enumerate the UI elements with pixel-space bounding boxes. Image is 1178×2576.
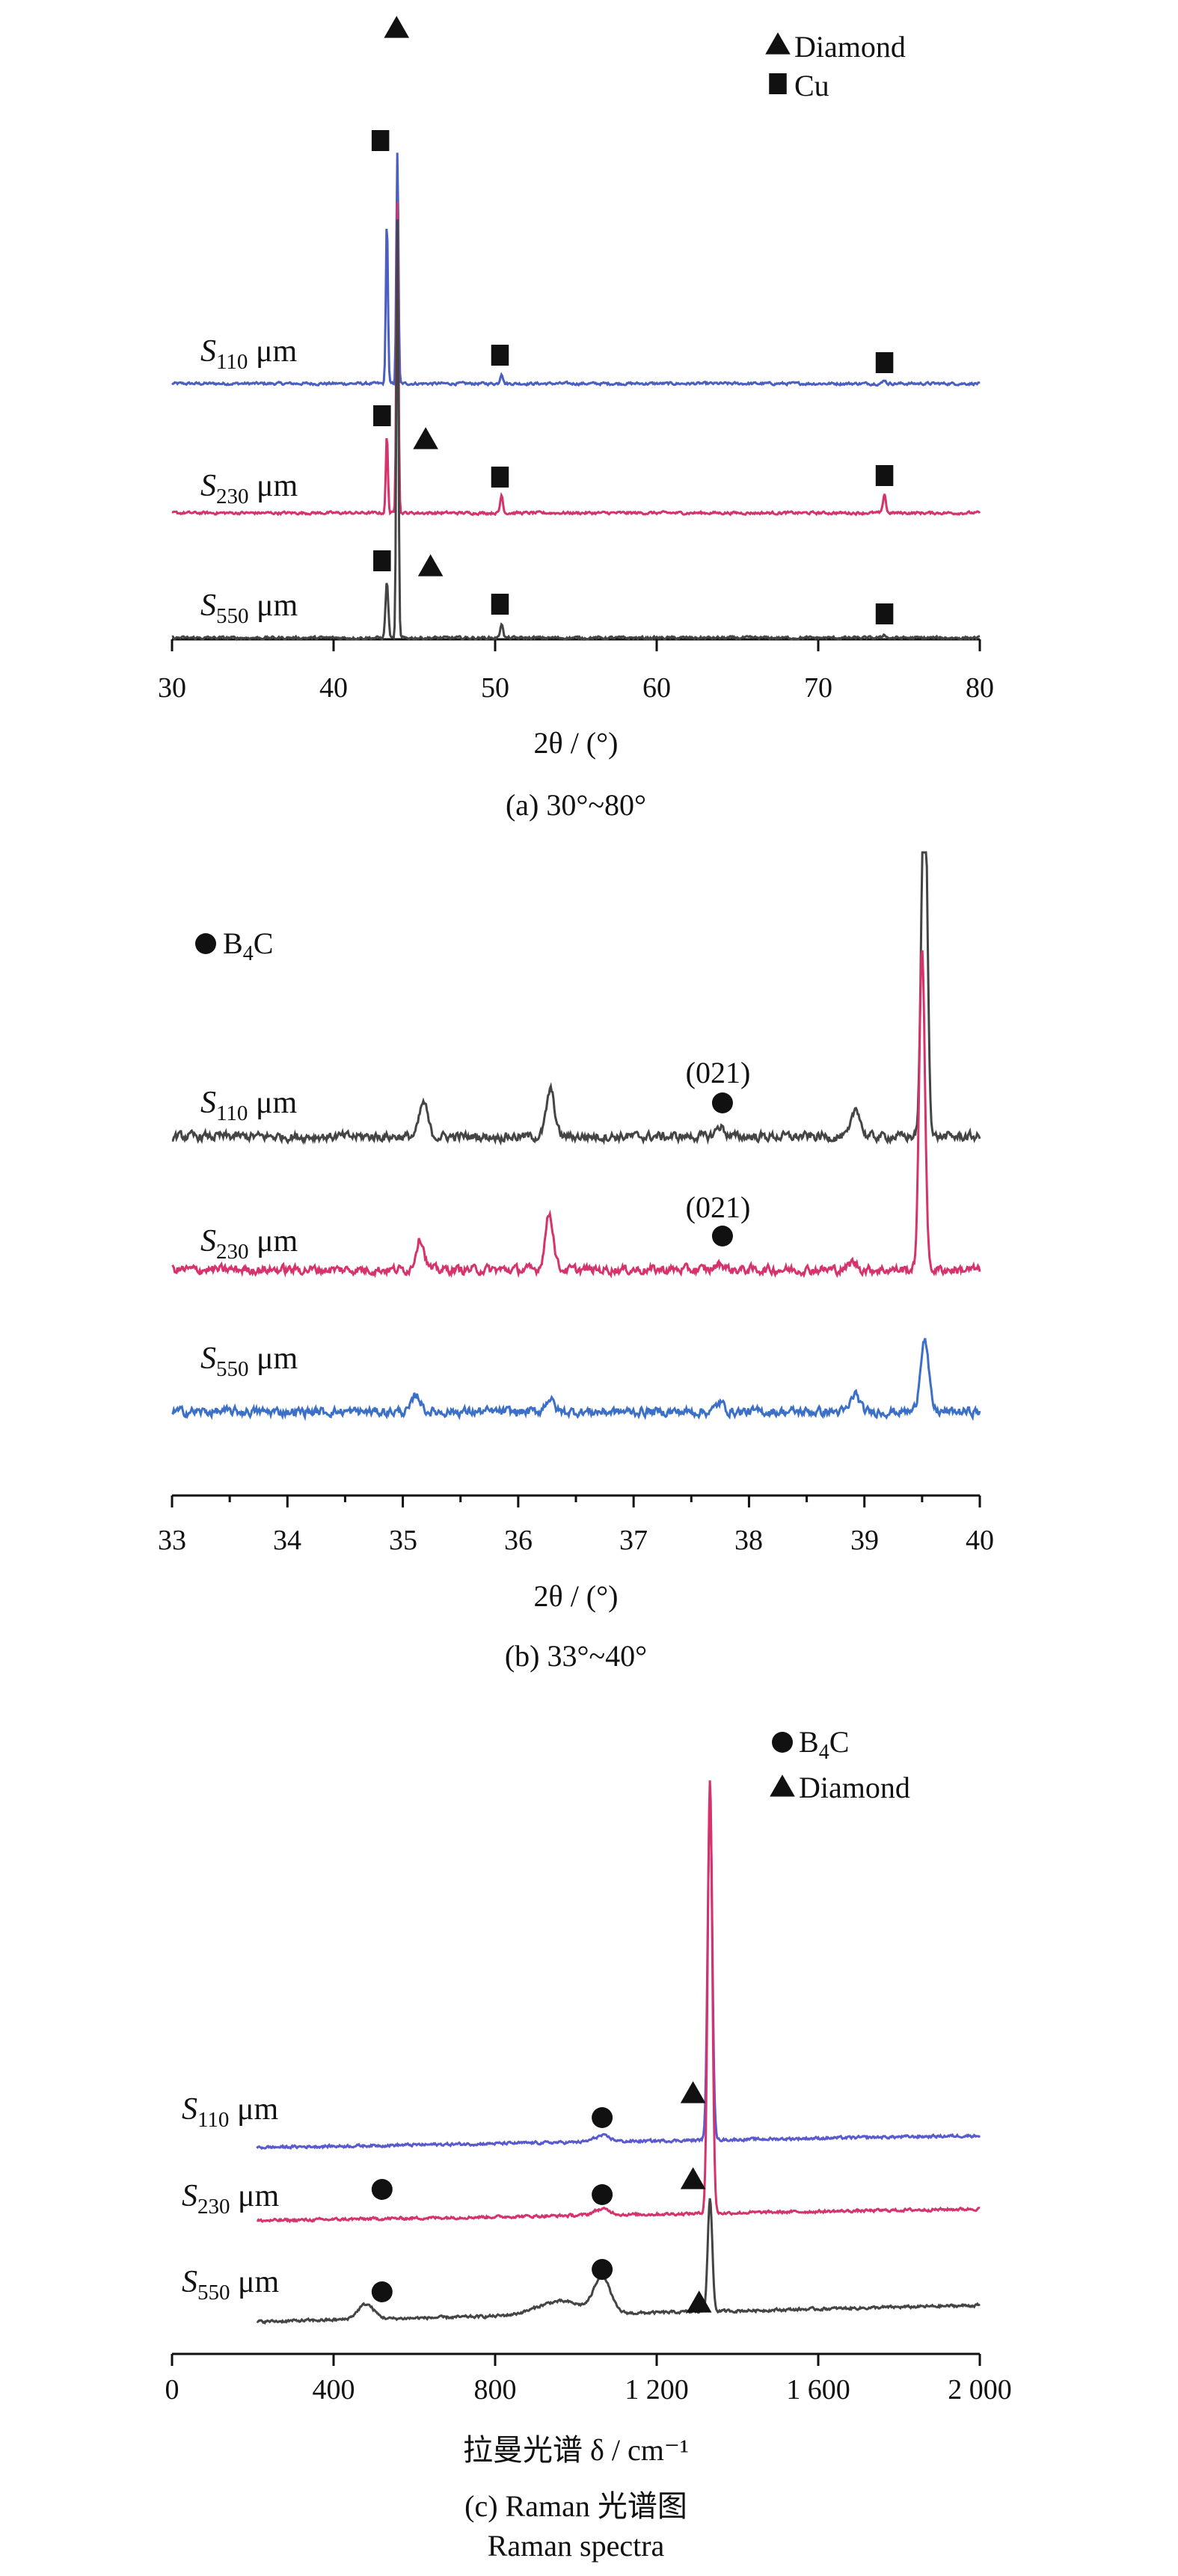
panel-a-series-label: S230 μm <box>200 469 298 508</box>
panel-a-series-label: S550 μm <box>200 588 298 628</box>
panel-a-peak-marker <box>373 405 391 426</box>
panel-a-legend-label: Cu <box>794 69 829 102</box>
panel-c-series-label: S230 μm <box>182 2179 280 2219</box>
panel-a-caption: (a) 30°~80° <box>506 788 646 822</box>
panel-c-caption-english: Raman spectra <box>488 2529 665 2563</box>
panel-a-peak-marker <box>384 16 410 38</box>
panel-b-peak-label: (021) <box>686 1190 751 1224</box>
panel-a-peak-marker <box>413 427 438 449</box>
panel-b-tick-label: 38 <box>734 1525 763 1556</box>
panel-b-tick-label: 36 <box>504 1525 533 1556</box>
panel-c-series-line <box>256 1798 981 2151</box>
panel-a-x-axis-label: 2θ / (°) <box>534 726 619 760</box>
panel-b: B4C S110 μm S230 μm S550 μm (021) (021) … <box>158 851 994 1673</box>
panel-a-peak-marker <box>491 594 509 615</box>
panel-a-peak-marker <box>417 554 444 577</box>
panel-b-tick-label: 40 <box>966 1525 994 1556</box>
panel-a-peak-marker <box>373 550 391 571</box>
panel-b-tick-label: 33 <box>158 1525 186 1556</box>
panel-a: S110 μm S230 μm S550 μm Diamond Cu 30 40… <box>158 16 994 822</box>
panel-c-peak-marker <box>371 2179 393 2200</box>
panel-a-peak-marker <box>875 603 894 624</box>
panel-c-series-label: S110 μm <box>182 2092 278 2132</box>
panel-a-peak-marker <box>875 465 894 486</box>
panel-b-legend-label: B4C <box>223 926 273 965</box>
panel-c-series-line <box>257 1780 981 2224</box>
panel-b-x-axis-label: 2θ / (°) <box>534 1579 619 1613</box>
panel-b-tick-label: 37 <box>619 1525 648 1556</box>
panel-b-peak-marker <box>711 1226 733 1246</box>
panel-c-peak-marker <box>686 2290 712 2313</box>
panel-a-legend-marker <box>769 73 787 94</box>
panel-c-peak-marker <box>680 2167 706 2189</box>
panel-b-series-line <box>171 950 981 1279</box>
panel-c-peak-marker <box>371 2281 393 2302</box>
panel-a-tick-label: 40 <box>319 672 348 704</box>
panel-c-series-label: S550 μm <box>182 2265 280 2305</box>
panel-c-tick-label: 2 000 <box>948 2374 1012 2406</box>
panel-a-tick-label: 70 <box>804 672 832 704</box>
panel-b-tick-label: 34 <box>273 1525 301 1556</box>
panel-a-series-line <box>171 153 981 387</box>
panel-c-peak-marker <box>592 2259 613 2280</box>
panel-a-legend-label: Diamond <box>794 30 906 64</box>
panel-c-x-axis-label: 拉曼光谱 δ / cm⁻¹ <box>463 2433 689 2467</box>
panel-a-peak-marker <box>491 345 509 366</box>
panel-b-series-label: S230 μm <box>200 1224 298 1264</box>
panel-b-peak-label: (021) <box>686 1056 751 1089</box>
panel-a-series-label: S110 μm <box>200 334 297 374</box>
panel-a-tick-label: 80 <box>966 672 994 704</box>
panel-c-legend-marker <box>772 1732 793 1753</box>
panel-a-tick-label: 30 <box>158 672 186 704</box>
panel-b-legend-marker <box>195 933 216 954</box>
panel-c-caption: (c) Raman 光谱图 <box>464 2489 687 2523</box>
panel-b-series-label: S550 μm <box>200 1341 298 1381</box>
panel-a-tick-label: 50 <box>481 672 509 704</box>
panel-c-peak-marker <box>592 2107 613 2128</box>
panel-c: B4C Diamond S110 μm S230 μm S550 μm 0 40… <box>165 1725 1012 2563</box>
panel-a-legend-marker <box>765 32 791 55</box>
panel-b-tick-label: 39 <box>850 1525 879 1556</box>
panel-b-series-line <box>171 1338 981 1421</box>
panel-b-peak-marker <box>711 1092 733 1113</box>
panel-c-legend-label: B4C <box>799 1725 849 1764</box>
panel-b-tick-label: 35 <box>389 1525 417 1556</box>
panel-c-tick-label: 0 <box>165 2374 180 2406</box>
panel-a-peak-marker <box>491 467 509 488</box>
panel-c-legend-marker <box>770 1774 795 1797</box>
panel-c-legend-label: Diamond <box>799 1771 910 1804</box>
panel-c-tick-label: 400 <box>313 2374 355 2406</box>
panel-a-tick-label: 60 <box>642 672 671 704</box>
panel-b-caption: (b) 33°~40° <box>505 1639 647 1673</box>
panel-a-series-line <box>171 219 981 642</box>
panel-c-tick-label: 1 200 <box>625 2374 689 2406</box>
panel-c-peak-marker <box>680 2081 706 2103</box>
panel-c-tick-label: 800 <box>474 2374 517 2406</box>
panel-b-series-line <box>171 851 981 1146</box>
panel-a-peak-marker <box>371 130 390 151</box>
panel-a-series-line <box>171 201 981 517</box>
panel-c-peak-marker <box>592 2184 613 2205</box>
panel-a-peak-marker <box>875 352 894 373</box>
panel-c-series-line <box>256 2198 981 2326</box>
panel-c-tick-label: 1 600 <box>786 2374 850 2406</box>
panel-b-series-label: S110 μm <box>200 1086 297 1125</box>
